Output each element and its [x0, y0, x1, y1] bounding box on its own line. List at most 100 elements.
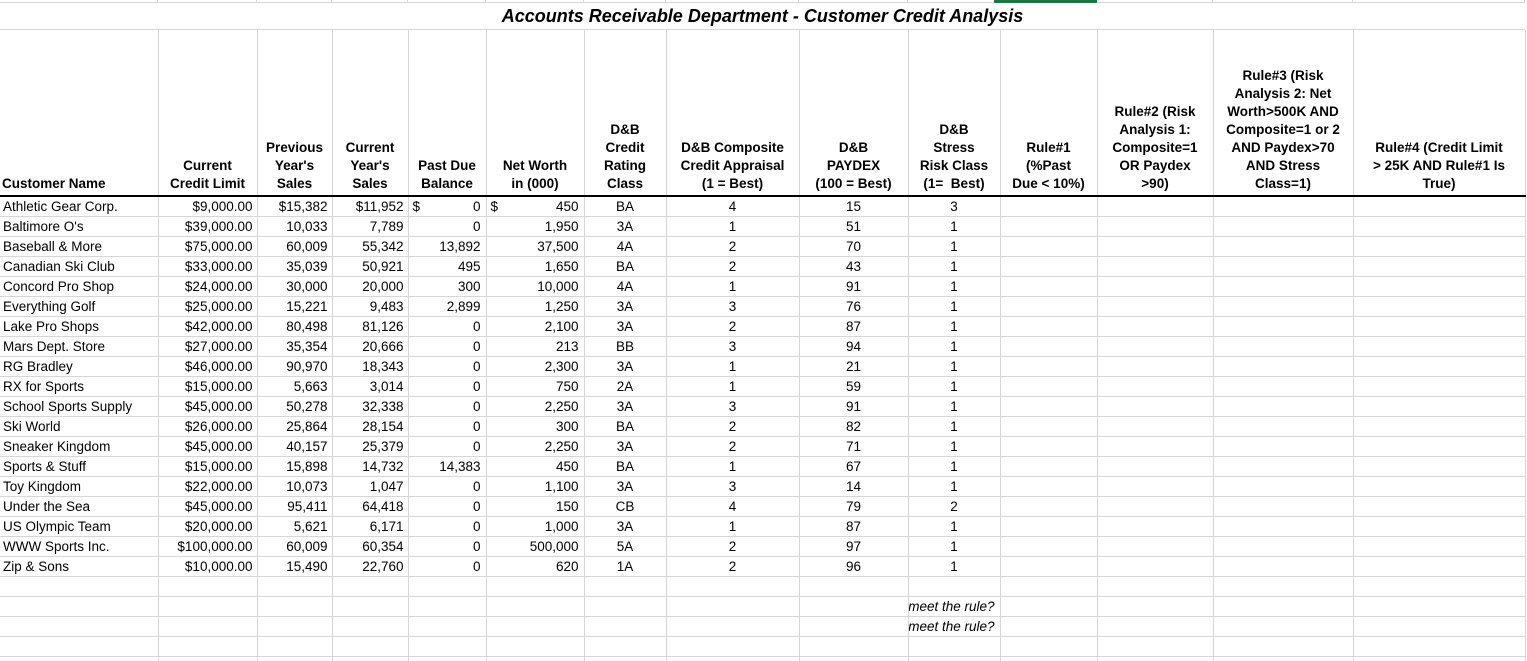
rule2-cell[interactable]	[1097, 336, 1214, 357]
stress-cell[interactable]	[908, 576, 1001, 597]
rule4-cell[interactable]	[1353, 336, 1526, 357]
rule2-cell[interactable]	[1097, 536, 1214, 557]
prev-sales-cell[interactable]: 15,221	[257, 296, 333, 317]
curr-sales-cell[interactable]: 14,732	[332, 456, 409, 477]
net-worth-cell[interactable]: 620	[486, 556, 585, 577]
rule1-cell[interactable]	[1000, 416, 1098, 437]
rating-class-cell[interactable]: 4A	[584, 276, 667, 297]
stress-cell[interactable]: 1	[908, 336, 1001, 357]
rating-class-cell[interactable]: BA	[584, 196, 667, 217]
rule3-cell[interactable]	[1213, 196, 1354, 217]
prev-sales-cell[interactable]: 60,009	[257, 536, 333, 557]
net-worth-cell[interactable]: 1,100	[486, 476, 585, 497]
rating-class-cell[interactable]: 3A	[584, 296, 667, 317]
rule4-cell[interactable]	[1353, 256, 1526, 277]
rule2-cell[interactable]	[1097, 416, 1214, 437]
net-worth-cell[interactable]: 37,500	[486, 236, 585, 257]
net-worth-cell[interactable]: 500,000	[486, 536, 585, 557]
paydex-cell[interactable]: 91	[799, 396, 909, 417]
customer-name-cell[interactable]: Athletic Gear Corp.	[0, 196, 159, 217]
rule2-cell[interactable]	[1097, 216, 1214, 237]
stress-cell[interactable]: Do any meet the rule?	[908, 596, 1001, 617]
rule3-cell[interactable]	[1213, 536, 1354, 557]
customer-name-cell[interactable]: Toy Kingdom	[0, 476, 159, 497]
rule4-cell[interactable]	[1353, 356, 1526, 377]
rule3-cell[interactable]	[1213, 236, 1354, 257]
stress-cell[interactable]: 1	[908, 396, 1001, 417]
past-due-cell[interactable]: 0	[408, 556, 487, 577]
composite-cell[interactable]: 2	[666, 316, 800, 337]
rule3-cell[interactable]	[1213, 636, 1354, 657]
credit-limit-cell[interactable]: $100,000.00	[158, 536, 258, 557]
rule2-cell[interactable]	[1097, 616, 1214, 637]
net-worth-cell[interactable]: 2,300	[486, 356, 585, 377]
prev-sales-cell[interactable]	[257, 636, 333, 657]
stress-cell[interactable]: 1	[908, 556, 1001, 577]
past-due-cell[interactable]: 0	[408, 416, 487, 437]
rating-class-cell[interactable]	[584, 616, 667, 637]
rule1-cell[interactable]	[1000, 376, 1098, 397]
stress-cell[interactable]: 1	[908, 436, 1001, 457]
customer-name-cell[interactable]: RG Bradley	[0, 356, 159, 377]
prev-sales-cell[interactable]: $15,382	[257, 196, 333, 217]
curr-sales-cell[interactable]: 55,342	[332, 236, 409, 257]
rule2-cell[interactable]	[1097, 656, 1214, 661]
prev-sales-cell[interactable]: 10,073	[257, 476, 333, 497]
prev-sales-cell[interactable]: 40,157	[257, 436, 333, 457]
rule4-cell[interactable]	[1353, 496, 1526, 517]
rule4-cell[interactable]	[1353, 316, 1526, 337]
rule4-cell[interactable]	[1353, 596, 1526, 617]
rule2-cell[interactable]	[1097, 396, 1214, 417]
credit-limit-cell[interactable]: $26,000.00	[158, 416, 258, 437]
stress-cell[interactable]: 1	[908, 296, 1001, 317]
customer-name-cell[interactable]: WWW Sports Inc.	[0, 536, 159, 557]
customer-name-cell[interactable]: Everything Golf	[0, 296, 159, 317]
customer-name-cell[interactable]: Sneaker Kingdom	[0, 436, 159, 457]
rule2-cell[interactable]	[1097, 496, 1214, 517]
net-worth-cell[interactable]: 213	[486, 336, 585, 357]
customer-name-cell[interactable]: RX for Sports	[0, 376, 159, 397]
customer-name-cell[interactable]: Under the Sea	[0, 496, 159, 517]
title-cell[interactable]: Accounts Receivable Department - Custome…	[0, 3, 1525, 30]
credit-limit-cell[interactable]: $45,000.00	[158, 436, 258, 457]
rating-class-cell[interactable]	[584, 636, 667, 657]
rule1-cell[interactable]	[1000, 216, 1098, 237]
past-due-cell[interactable]	[408, 636, 487, 657]
customer-name-cell[interactable]	[0, 616, 159, 637]
rating-class-cell[interactable]: CB	[584, 496, 667, 517]
credit-limit-cell[interactable]	[158, 656, 258, 661]
stress-cell[interactable]: 2	[908, 496, 1001, 517]
paydex-cell[interactable]: 91	[799, 276, 909, 297]
rule3-cell[interactable]	[1213, 316, 1354, 337]
paydex-cell[interactable]	[799, 576, 909, 597]
rule1-cell[interactable]	[1000, 236, 1098, 257]
curr-sales-cell[interactable]	[332, 576, 409, 597]
rule3-cell[interactable]	[1213, 256, 1354, 277]
rule4-cell[interactable]	[1353, 396, 1526, 417]
rule2-cell[interactable]	[1097, 296, 1214, 317]
rating-class-cell[interactable]: BB	[584, 336, 667, 357]
rule2-cell[interactable]	[1097, 576, 1214, 597]
rule1-cell[interactable]	[1000, 536, 1098, 557]
net-worth-cell[interactable]: 2,100	[486, 316, 585, 337]
rule4-cell[interactable]	[1353, 416, 1526, 437]
rule2-cell[interactable]	[1097, 316, 1214, 337]
rating-class-cell[interactable]	[584, 596, 667, 617]
paydex-cell[interactable]: 71	[799, 436, 909, 457]
credit-limit-cell[interactable]: $46,000.00	[158, 356, 258, 377]
net-worth-cell[interactable]: 1,650	[486, 256, 585, 277]
paydex-cell[interactable]	[799, 616, 909, 637]
rule1-cell[interactable]	[1000, 596, 1098, 617]
curr-sales-cell[interactable]: 81,126	[332, 316, 409, 337]
past-due-cell[interactable]: $0	[408, 196, 487, 217]
prev-sales-cell[interactable]: 50,278	[257, 396, 333, 417]
composite-cell[interactable]: 3	[666, 476, 800, 497]
rule4-cell[interactable]	[1353, 236, 1526, 257]
rule4-cell[interactable]	[1353, 196, 1526, 217]
composite-cell[interactable]: 3	[666, 396, 800, 417]
rule2-cell[interactable]	[1097, 636, 1214, 657]
past-due-cell[interactable]: 0	[408, 516, 487, 537]
customer-name-cell[interactable]	[0, 636, 159, 657]
rating-class-cell[interactable]: BA	[584, 416, 667, 437]
rating-class-cell[interactable]: 3A	[584, 436, 667, 457]
